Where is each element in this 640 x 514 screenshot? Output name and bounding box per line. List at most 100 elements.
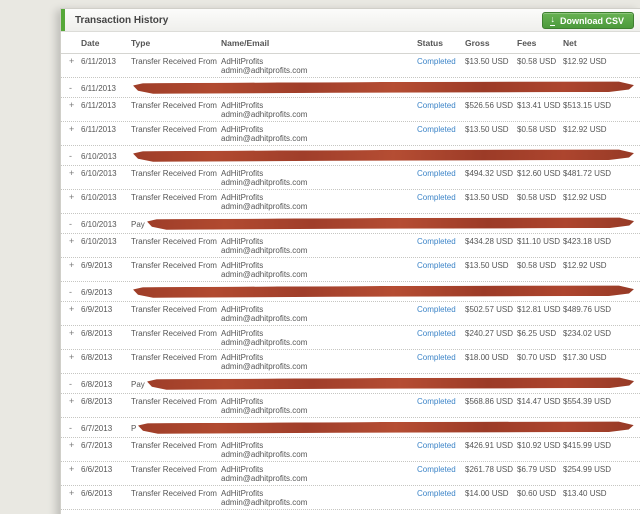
row-expander-icon[interactable]: + <box>69 464 75 474</box>
row-expander-icon[interactable]: - <box>69 422 72 433</box>
row-date: 6/7/2013 <box>81 423 113 433</box>
row-status-link[interactable]: Completed <box>417 353 456 362</box>
row-status-link[interactable]: Completed <box>417 237 456 246</box>
row-net: $415.99 USD <box>563 441 612 450</box>
row-fees: $0.60 USD <box>517 489 557 498</box>
row-expander-icon[interactable]: + <box>69 168 75 178</box>
row-email: admin@adhitprofits.com <box>221 338 308 347</box>
row-fees: $11.10 USD <box>517 237 560 246</box>
row-status-link[interactable]: Completed <box>417 305 456 314</box>
row-net: $17.30 USD <box>563 353 607 362</box>
redacted-table-row: - 6/10/2013 Pay <box>61 214 640 234</box>
row-fees: $10.92 USD <box>517 441 561 450</box>
table-row: + 6/6/2013 Transfer Received From AdHitP… <box>61 486 640 510</box>
row-type: Transfer Received From <box>131 441 217 450</box>
column-header-status[interactable]: Status <box>417 37 443 48</box>
row-expander-icon[interactable]: + <box>69 192 75 202</box>
row-expander-icon[interactable]: + <box>69 236 75 246</box>
row-gross: $240.27 USD <box>465 329 514 338</box>
row-type: Transfer Received From <box>131 329 217 338</box>
row-expander-icon[interactable]: - <box>69 82 72 93</box>
row-status-link[interactable]: Completed <box>417 441 456 450</box>
row-expander-icon[interactable]: + <box>69 124 75 134</box>
row-expander-icon[interactable]: + <box>69 352 75 362</box>
row-name-email: AdHitProfits admin@adhitprofits.com <box>221 304 417 323</box>
row-status-link[interactable]: Completed <box>417 489 456 498</box>
row-status-link[interactable]: Completed <box>417 101 456 110</box>
row-expander-icon[interactable]: + <box>69 440 75 450</box>
panel-header: Transaction History ↓ Download CSV <box>61 9 640 32</box>
row-status-link[interactable]: Completed <box>417 397 456 406</box>
row-expander-icon[interactable]: - <box>69 378 72 389</box>
redaction-smear <box>133 149 634 162</box>
row-status-link[interactable]: Completed <box>417 193 456 202</box>
row-type: Transfer Received From <box>131 101 217 110</box>
row-expander-icon[interactable]: + <box>69 396 75 406</box>
row-expander-icon[interactable]: + <box>69 304 75 314</box>
row-status-link[interactable]: Completed <box>417 57 456 66</box>
row-status-link[interactable]: Completed <box>417 261 456 270</box>
row-name-email: AdHitProfits admin@adhitprofits.com <box>221 124 417 143</box>
row-type: Transfer Received From <box>131 261 217 270</box>
table-row: + 6/9/2013 Transfer Received From AdHitP… <box>61 302 640 326</box>
row-date: 6/8/2013 <box>81 379 113 389</box>
row-email: admin@adhitprofits.com <box>221 202 308 211</box>
redacted-table-row: - 6/8/2013 Pay <box>61 374 640 394</box>
column-header-fees[interactable]: Fees <box>517 37 537 48</box>
row-type-prefix: P <box>131 423 137 433</box>
row-gross: $13.50 USD <box>465 261 509 270</box>
row-expander-icon[interactable]: - <box>69 218 72 229</box>
row-expander-icon[interactable]: + <box>69 56 75 66</box>
transaction-history-panel: Transaction History ↓ Download CSV Date … <box>60 8 640 514</box>
row-fees: $0.58 USD <box>517 125 557 134</box>
row-date: 6/11/2013 <box>81 125 116 134</box>
row-email: admin@adhitprofits.com <box>221 178 308 187</box>
row-name-email: AdHitProfits admin@adhitprofits.com <box>221 56 417 75</box>
row-status-link[interactable]: Completed <box>417 329 456 338</box>
download-csv-button[interactable]: ↓ Download CSV <box>542 12 634 29</box>
row-email: admin@adhitprofits.com <box>221 406 308 415</box>
column-header-net[interactable]: Net <box>563 37 577 48</box>
row-expander-icon[interactable]: + <box>69 100 75 110</box>
row-expander-icon[interactable]: + <box>69 328 75 338</box>
row-type-prefix: Pay <box>131 219 145 229</box>
row-type: Transfer Received From <box>131 353 217 362</box>
row-name: AdHitProfits <box>221 237 264 246</box>
row-gross: $434.28 USD <box>465 237 514 246</box>
row-name-email: AdHitProfits admin@adhitprofits.com <box>221 168 417 187</box>
row-type-prefix <box>131 87 133 88</box>
row-name: AdHitProfits <box>221 169 264 178</box>
row-type: Transfer Received From <box>131 489 217 498</box>
row-name: AdHitProfits <box>221 489 264 498</box>
column-header-type[interactable]: Type <box>131 37 151 48</box>
row-net: $481.72 USD <box>563 169 612 178</box>
row-name: AdHitProfits <box>221 261 264 270</box>
column-header-name-email[interactable]: Name/Email <box>221 37 270 48</box>
row-name: AdHitProfits <box>221 397 264 406</box>
row-expander-icon[interactable]: + <box>69 260 75 270</box>
row-date: 6/9/2013 <box>81 305 113 314</box>
row-status-link[interactable]: Completed <box>417 169 456 178</box>
row-type-prefix <box>131 291 133 292</box>
row-type: Transfer Received From <box>131 193 217 202</box>
row-gross: $494.32 USD <box>465 169 514 178</box>
row-status-link[interactable]: Completed <box>417 465 456 474</box>
row-email: admin@adhitprofits.com <box>221 498 308 507</box>
row-name-email: AdHitProfits admin@adhitprofits.com <box>221 396 417 415</box>
row-expander-icon[interactable]: + <box>69 488 75 498</box>
row-name-email: AdHitProfits admin@adhitprofits.com <box>221 488 417 507</box>
row-name: AdHitProfits <box>221 465 264 474</box>
table-row: + 6/10/2013 Transfer Received From AdHit… <box>61 190 640 214</box>
row-date: 6/10/2013 <box>81 193 117 202</box>
row-name-email: AdHitProfits admin@adhitprofits.com <box>221 260 417 279</box>
transaction-rows: + 6/11/2013 Transfer Received From AdHit… <box>61 54 640 510</box>
row-expander-icon[interactable]: - <box>69 286 72 297</box>
table-header-row: Date Type Name/Email Status Gross Fees N… <box>61 32 640 54</box>
row-name-email: AdHitProfits admin@adhitprofits.com <box>221 192 417 211</box>
column-header-date[interactable]: Date <box>81 37 100 48</box>
column-header-gross[interactable]: Gross <box>465 37 490 48</box>
table-row: + 6/11/2013 Transfer Received From AdHit… <box>61 54 640 78</box>
row-email: admin@adhitprofits.com <box>221 362 308 371</box>
row-status-link[interactable]: Completed <box>417 125 456 134</box>
row-expander-icon[interactable]: - <box>69 150 72 161</box>
